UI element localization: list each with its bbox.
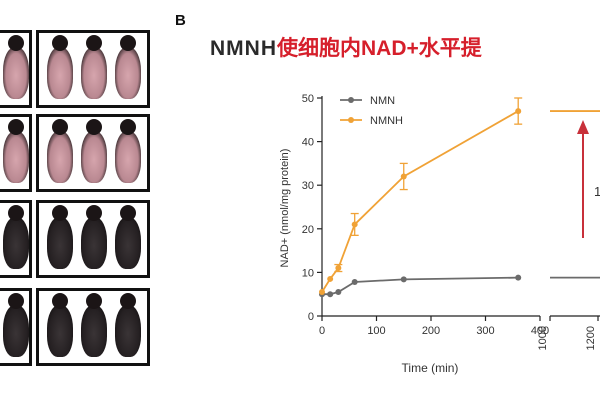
annotation-label: 1 [594, 184, 600, 199]
data-point-nmn [335, 289, 342, 296]
mouse-figure [3, 35, 29, 99]
mouse-photo-right-row-2 [36, 114, 150, 192]
mouse-photo-left-row-2 [0, 114, 32, 192]
series-line-nmn [322, 276, 519, 296]
mouse-figure [115, 35, 141, 99]
mouse-photo-right-row-4 [36, 288, 150, 366]
mouse-figure [47, 293, 73, 357]
mouse-figure [81, 293, 107, 357]
data-point-nmnh [351, 221, 358, 228]
mouse-figure [47, 205, 73, 269]
mouse-photo-left-row-3 [0, 200, 32, 278]
x-tick-label: 300 [476, 325, 494, 337]
data-point-nmnh [327, 275, 334, 282]
mouse-photo-left-row-4 [0, 288, 32, 366]
mouse-figure [3, 293, 29, 357]
chart-title-main: 使细胞内NAD+水平提 [277, 37, 482, 60]
data-point-nmnh [515, 108, 522, 115]
mouse-photo-left-row-1 [0, 30, 32, 108]
mouse-figure [115, 205, 141, 269]
mouse-figure [81, 35, 107, 99]
data-point-nmn [515, 274, 522, 281]
legend-marker [348, 117, 354, 123]
mouse-figure [115, 119, 141, 183]
data-point-nmnh [400, 173, 407, 180]
series-line-nmnh [321, 110, 519, 293]
x-tick-label: 100 [367, 325, 385, 337]
mouse-figure [81, 119, 107, 183]
mouse-figure [81, 205, 107, 269]
chart-title-prefix: NMNH [210, 37, 277, 60]
legend-label-nmnh: NMNH [370, 115, 403, 127]
mouse-photo-right-row-1 [36, 30, 150, 108]
x-tick-label: 0 [319, 325, 325, 337]
x-tick-label: 1000 [537, 326, 549, 350]
data-point-nmnh [335, 265, 342, 272]
mouse-photo-right-row-3 [36, 200, 150, 278]
mouse-figure [115, 293, 141, 357]
mouse-figure [47, 35, 73, 99]
annotation-arrowhead [577, 120, 589, 134]
x-tick-label: 1200 [585, 326, 597, 350]
panel-label: B [175, 12, 186, 29]
y-tick-label: 50 [302, 93, 314, 105]
x-tick-label: 400 [531, 325, 549, 337]
y-axis-label: NAD+ (nmol/mg protein) [279, 149, 291, 268]
y-tick-label: 10 [302, 267, 314, 279]
legend-label-nmn: NMN [370, 95, 395, 107]
chart-title: NMNH使细胞内NAD+水平提 [210, 32, 482, 62]
y-tick-label: 30 [302, 180, 314, 192]
x-axis-label: Time (min) [402, 361, 459, 375]
y-tick-label: 40 [302, 137, 314, 149]
mouse-photo-grid [0, 0, 160, 400]
mouse-figure [3, 119, 29, 183]
mouse-figure [47, 119, 73, 183]
legend-marker [348, 97, 354, 103]
data-point-nmn [327, 291, 334, 298]
data-point-nmnh [319, 289, 325, 296]
y-tick-label: 0 [308, 311, 314, 323]
data-point-nmn [351, 278, 358, 285]
data-point-nmn [400, 276, 407, 283]
x-tick-label: 200 [422, 325, 440, 337]
mouse-figure [3, 205, 29, 269]
y-tick-label: 20 [302, 224, 314, 236]
